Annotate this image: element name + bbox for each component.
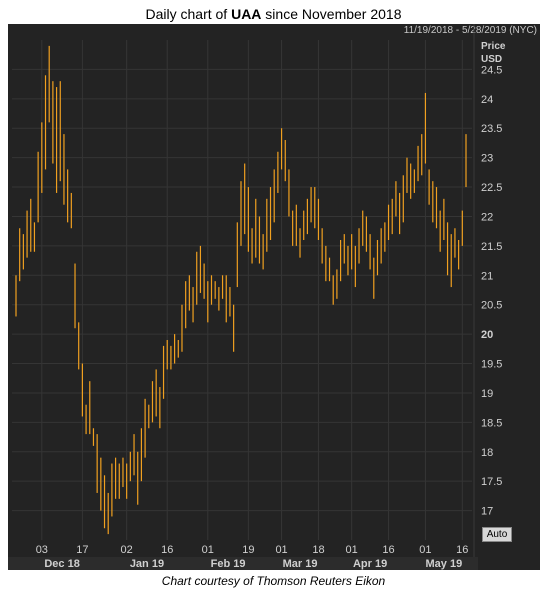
title-ticker: UAA [231,6,262,22]
x-tick-label: 01 [346,544,358,556]
y-tick-label: 21.5 [481,241,502,253]
y-tick-label: 23.5 [481,123,502,135]
chart-title: Daily chart of UAA since November 2018 [0,6,547,22]
x-tick-label: 16 [456,544,468,556]
x-month-label: Jan 19 [130,558,164,570]
x-tick-label: 18 [312,544,324,556]
y-tick-label: 19.5 [481,359,502,371]
y-tick-label: 22 [481,211,493,223]
x-tick-label: 03 [36,544,48,556]
y-tick-label: 17 [481,506,493,518]
y-axis-unit: USD [481,54,502,65]
x-tick-label: 01 [419,544,431,556]
y-tick-label: 20.5 [481,300,502,312]
y-tick-label: 24 [481,94,493,106]
x-tick-label: 19 [242,544,254,556]
y-tick-label: 23 [481,153,493,165]
x-tick-label: 17 [76,544,88,556]
x-tick-label: 02 [121,544,133,556]
x-tick-label: 01 [275,544,287,556]
x-month-label: Feb 19 [211,558,246,570]
price-chart[interactable]: 17 17.5 18 18.5 19 19.5 20 20.5 21 21.5 22 22.5 23 23… [8,24,540,570]
x-tick-label: 16 [161,544,173,556]
x-month-label: Mar 19 [283,558,318,570]
y-tick-label: 18 [481,447,493,459]
title-prefix: Daily chart of [145,6,232,22]
y-axis-title: Price [481,41,506,52]
y-tick-label: 22.5 [481,182,502,194]
x-tick-label: 01 [202,544,214,556]
y-tick-label: 20 [481,329,493,341]
month-band [8,557,478,570]
chart-credit: Chart courtesy of Thomson Reuters Eikon [161,574,386,588]
title-suffix: since November 2018 [261,6,402,22]
y-tick-label: 24.5 [481,64,502,76]
auto-scale-button[interactable]: Auto [482,527,512,542]
y-tick-label: 21 [481,270,493,282]
y-tick-label: 17.5 [481,476,502,488]
y-tick-label: 18.5 [481,417,502,429]
x-month-label: Apr 19 [353,558,387,570]
date-range-label: 11/19/2018 - 5/28/2019 (NYC) [403,25,537,36]
x-tick-label: 16 [382,544,394,556]
y-tick-label: 19 [481,388,493,400]
x-month-label: May 19 [426,558,463,570]
x-month-label: Dec 18 [44,558,79,570]
